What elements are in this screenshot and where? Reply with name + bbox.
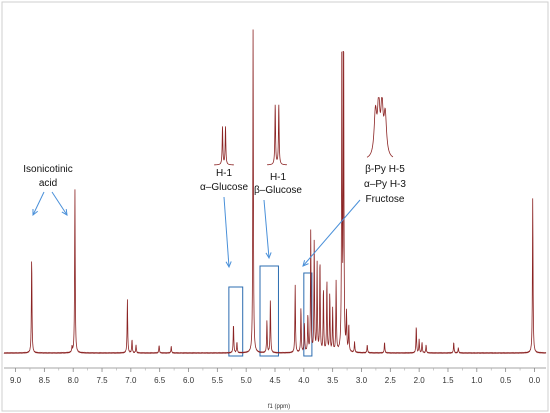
beta-glucose-inset	[266, 104, 288, 166]
arrow-beta-glucose	[263, 199, 270, 259]
arrow-fructose-head	[302, 260, 309, 267]
x-tick-label-2: 8.0	[68, 376, 80, 385]
alpha-glucose-region-box	[228, 286, 244, 357]
fructose-inset	[366, 97, 394, 158]
x-tick-label-7: 5.5	[212, 376, 224, 385]
x-tick-label-14: 2.0	[414, 376, 426, 385]
label-beta-glucose-line2: β–Glucose	[254, 185, 302, 196]
label-alpha-glucose-line1: H-1	[216, 168, 233, 179]
x-tick-label-17: 0.5	[500, 376, 512, 385]
x-tick-label-1: 8.5	[39, 376, 51, 385]
x-axis-label: f1 (ppm)	[268, 404, 290, 410]
label-fructose-line3: Fructose	[366, 194, 405, 205]
arrow-isonicotinic-right	[51, 191, 68, 216]
x-tick-label-10: 4.0	[298, 376, 310, 385]
label-fructose-line1: β-Py H-5	[365, 164, 405, 175]
callout-arrows	[32, 191, 361, 269]
label-beta-glucose-line1: H-1	[270, 172, 287, 183]
x-tick-label-18: 0.0	[529, 376, 541, 385]
peak-insets	[214, 97, 394, 166]
x-tick-label-11: 3.5	[327, 376, 339, 385]
alpha-glucose-inset	[214, 126, 234, 166]
arrow-beta-glucose-head	[265, 252, 272, 260]
arrow-alpha-glucose-head	[225, 261, 232, 269]
x-tick-label-15: 1.5	[442, 376, 454, 385]
x-axis-ticks: 9.0 8.5 8.0 7.5 7.0 6.5 6.0 5.5 5.0 4.5 4.0 3.5 3.0 2…	[10, 368, 541, 385]
label-fructose-line2: α–Py H-3	[364, 179, 406, 190]
x-tick-label-6: 6.0	[183, 376, 195, 385]
x-tick-label-8: 5.0	[241, 376, 253, 385]
beta-glucose-region-box	[259, 265, 279, 357]
label-isonicotinic-line1: Isonicotinic	[23, 164, 72, 175]
x-tick-label-13: 2.5	[385, 376, 397, 385]
x-tick-label-16: 1.0	[471, 376, 483, 385]
spectrum-trace	[3, 29, 547, 355]
arrow-fructose	[302, 199, 361, 267]
x-tick-label-5: 6.5	[154, 376, 166, 385]
x-tick-label-12: 3.0	[356, 376, 368, 385]
label-alpha-glucose-line2: α–Glucose	[200, 182, 248, 193]
fructose-region-box	[303, 272, 313, 357]
x-tick-label-9: 4.5	[269, 376, 281, 385]
arrow-isonicotinic-left-head	[32, 208, 38, 217]
highlight-regions	[228, 265, 313, 357]
arrow-isonicotinic-right-head	[61, 208, 68, 216]
x-tick-label-0: 9.0	[10, 376, 22, 385]
x-tick-label-4: 7.0	[125, 376, 137, 385]
label-isonicotinic-line2: acid	[39, 178, 57, 189]
arrow-isonicotinic-left	[32, 191, 45, 216]
x-tick-label-3: 7.5	[96, 376, 108, 385]
arrow-alpha-glucose	[223, 196, 230, 268]
